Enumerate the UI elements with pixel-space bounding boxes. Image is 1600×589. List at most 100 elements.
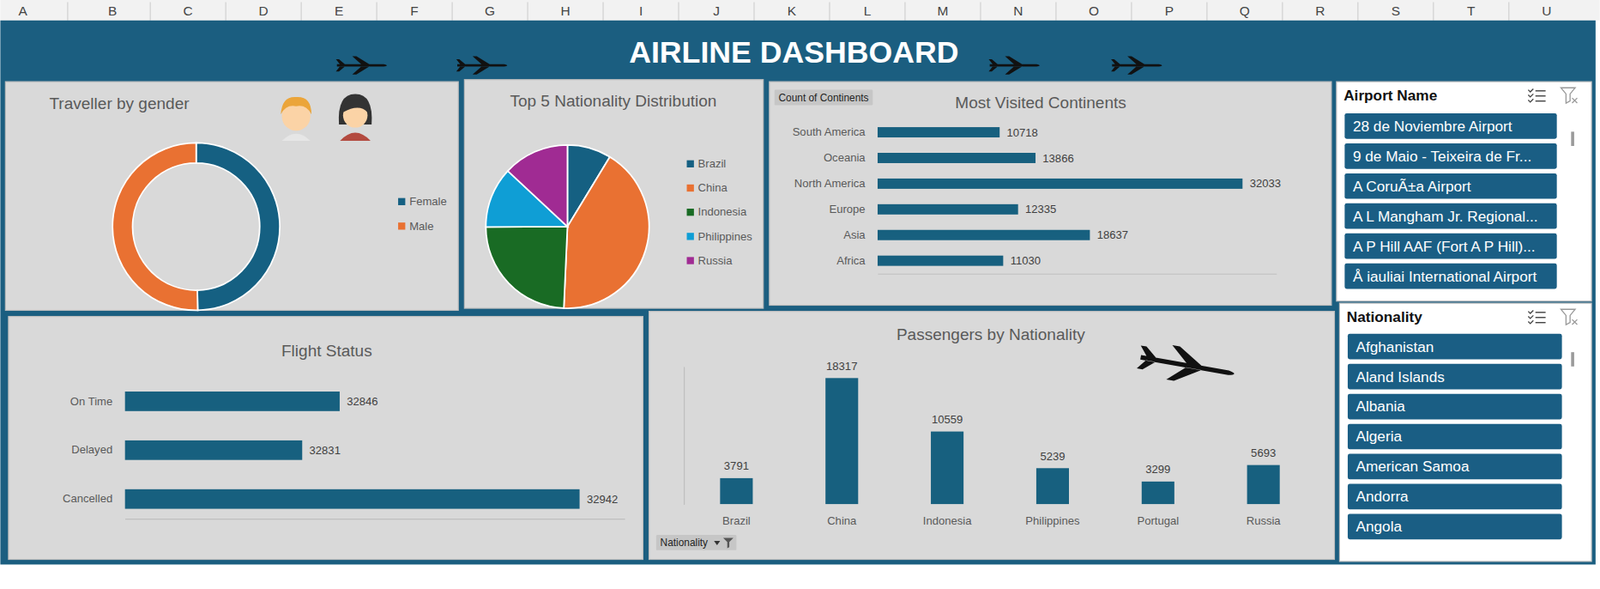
data-label: 18317 — [826, 359, 858, 373]
bar — [124, 391, 340, 411]
pivot-button-bg[interactable] — [656, 534, 737, 550]
icon-funnel[interactable] — [1560, 308, 1576, 325]
dropdown-arrow[interactable] — [713, 540, 720, 545]
slicer-item[interactable] — [1347, 483, 1563, 510]
icon-line[interactable] — [1535, 311, 1546, 313]
scrollbar[interactable] — [1570, 351, 1575, 367]
slices — [485, 144, 649, 308]
column-divider — [1508, 1, 1510, 20]
category-label: Russia — [1246, 513, 1282, 527]
icon-check[interactable] — [1527, 98, 1534, 103]
slicer-item-label[interactable]: Aland Islands — [1355, 368, 1444, 386]
tick: Oceania — [823, 150, 866, 164]
slicer-item-label[interactable]: A L Mangham Jr. Regional... — [1352, 207, 1539, 225]
slicer-item-label[interactable]: American Samoa — [1355, 457, 1469, 475]
clear-filter-icon[interactable] — [1560, 308, 1577, 325]
column-divider — [602, 1, 604, 20]
bar — [877, 178, 1243, 189]
tick: Delayed — [71, 442, 113, 456]
icon-line[interactable] — [1535, 316, 1546, 318]
icon-line[interactable] — [1535, 90, 1546, 91]
legend-swatch — [687, 160, 695, 168]
slicer-item[interactable] — [1344, 173, 1557, 200]
category-label: Indonesia — [923, 513, 973, 527]
x-axis — [877, 273, 1277, 275]
icon-check[interactable] — [1527, 314, 1534, 319]
column-divider — [1130, 1, 1132, 20]
category-label: On Time — [70, 394, 113, 408]
column-letter: P — [1165, 3, 1174, 19]
slicer-item-label[interactable]: Albania — [1355, 397, 1406, 415]
panel — [464, 79, 763, 308]
pivot-button-bg[interactable] — [774, 90, 874, 106]
icon-x[interactable] — [1572, 319, 1578, 325]
slicer-item-label[interactable]: Angola — [1355, 517, 1402, 535]
slicer-item[interactable] — [1347, 423, 1563, 450]
legend-entry: Male — [409, 219, 434, 233]
column-letter: A — [18, 3, 28, 19]
column-letter: I — [639, 3, 643, 19]
slicer-item-label[interactable]: Andorra — [1355, 487, 1409, 505]
slicer-item-label[interactable]: A CoruÃ±a Airport — [1352, 177, 1472, 195]
icon-line[interactable] — [1535, 100, 1546, 102]
icon-check[interactable] — [1527, 88, 1534, 92]
icon-funnel[interactable] — [1560, 87, 1576, 103]
icon-check[interactable] — [1527, 320, 1534, 324]
slicer: Airport Name28 de Noviembre Airport9 de … — [1336, 81, 1592, 302]
slicer-item[interactable] — [1347, 453, 1563, 480]
pivot-field-button[interactable]: Count of Continents — [774, 90, 874, 106]
pie-chart: Top 5 Nationality DistributionBrazilChin… — [485, 91, 753, 308]
clear-filter-icon[interactable] — [1560, 87, 1577, 103]
slicer-title: Nationality — [1346, 307, 1423, 326]
category-label: Asia — [843, 228, 866, 242]
column-divider — [1055, 1, 1057, 20]
scrollbar[interactable] — [1570, 131, 1575, 146]
pivot-button-label[interactable]: Count of Continents — [778, 91, 870, 104]
category-label: Delayed — [71, 442, 113, 456]
slicer-item[interactable] — [1344, 143, 1557, 170]
slicer-item[interactable] — [1347, 513, 1563, 539]
slice — [485, 226, 568, 308]
slicer-item-label[interactable]: Algeria — [1355, 427, 1402, 445]
multi-select-icon[interactable] — [1527, 88, 1546, 102]
bar — [877, 255, 1003, 266]
slicer-item[interactable] — [1344, 203, 1557, 230]
data-label: 13866 — [1042, 151, 1074, 165]
legend: BrazilChinaIndonesiaPhilippinesRussia — [687, 156, 754, 267]
slicer-item-label[interactable]: Afghanistan — [1355, 338, 1434, 356]
chart-title: Passengers by Nationality — [896, 325, 1086, 344]
bar — [1247, 464, 1280, 505]
slicer-item[interactable] — [1347, 363, 1563, 390]
plane-icon — [336, 55, 387, 74]
icon-check[interactable] — [1527, 309, 1534, 314]
icon-x[interactable] — [1572, 97, 1578, 103]
slicer-item-label[interactable]: 9 de Maio - Teixeira de Fr... — [1352, 147, 1532, 165]
icon-line[interactable] — [1535, 95, 1546, 97]
slicer-item[interactable] — [1347, 393, 1563, 420]
bar — [877, 204, 1019, 215]
chart-title: Most Visited Continents — [954, 93, 1126, 112]
column-divider — [1281, 1, 1283, 20]
filter-icon[interactable] — [723, 537, 734, 549]
icon-check[interactable] — [1527, 93, 1534, 97]
pivot-field-button[interactable]: Nationality — [656, 534, 737, 550]
slicer-item[interactable] — [1347, 333, 1563, 360]
tick: Asia — [843, 228, 866, 242]
slicer-item-label[interactable]: 28 de Noviembre Airport — [1352, 117, 1513, 135]
category-label: Oceania — [823, 150, 866, 164]
slicer-item[interactable] — [1344, 233, 1557, 260]
multi-select-icon[interactable] — [1527, 309, 1546, 323]
tick: On Time — [70, 394, 113, 408]
slicer-item[interactable] — [1344, 113, 1557, 139]
slicer-item-label[interactable]: Å iauliai International Airport — [1352, 267, 1538, 285]
pivot-button-label[interactable]: Nationality — [660, 536, 709, 549]
column-letter: T — [1467, 3, 1476, 19]
slicer-item[interactable] — [1344, 263, 1557, 290]
slicer-item-label[interactable]: A P Hill AAF (Fort A P Hill)... — [1352, 237, 1536, 255]
icon-line[interactable] — [1535, 321, 1546, 323]
column-divider — [1432, 1, 1434, 20]
panel — [8, 316, 644, 560]
bar — [825, 377, 858, 504]
slice — [507, 144, 568, 227]
column-divider — [904, 1, 906, 20]
